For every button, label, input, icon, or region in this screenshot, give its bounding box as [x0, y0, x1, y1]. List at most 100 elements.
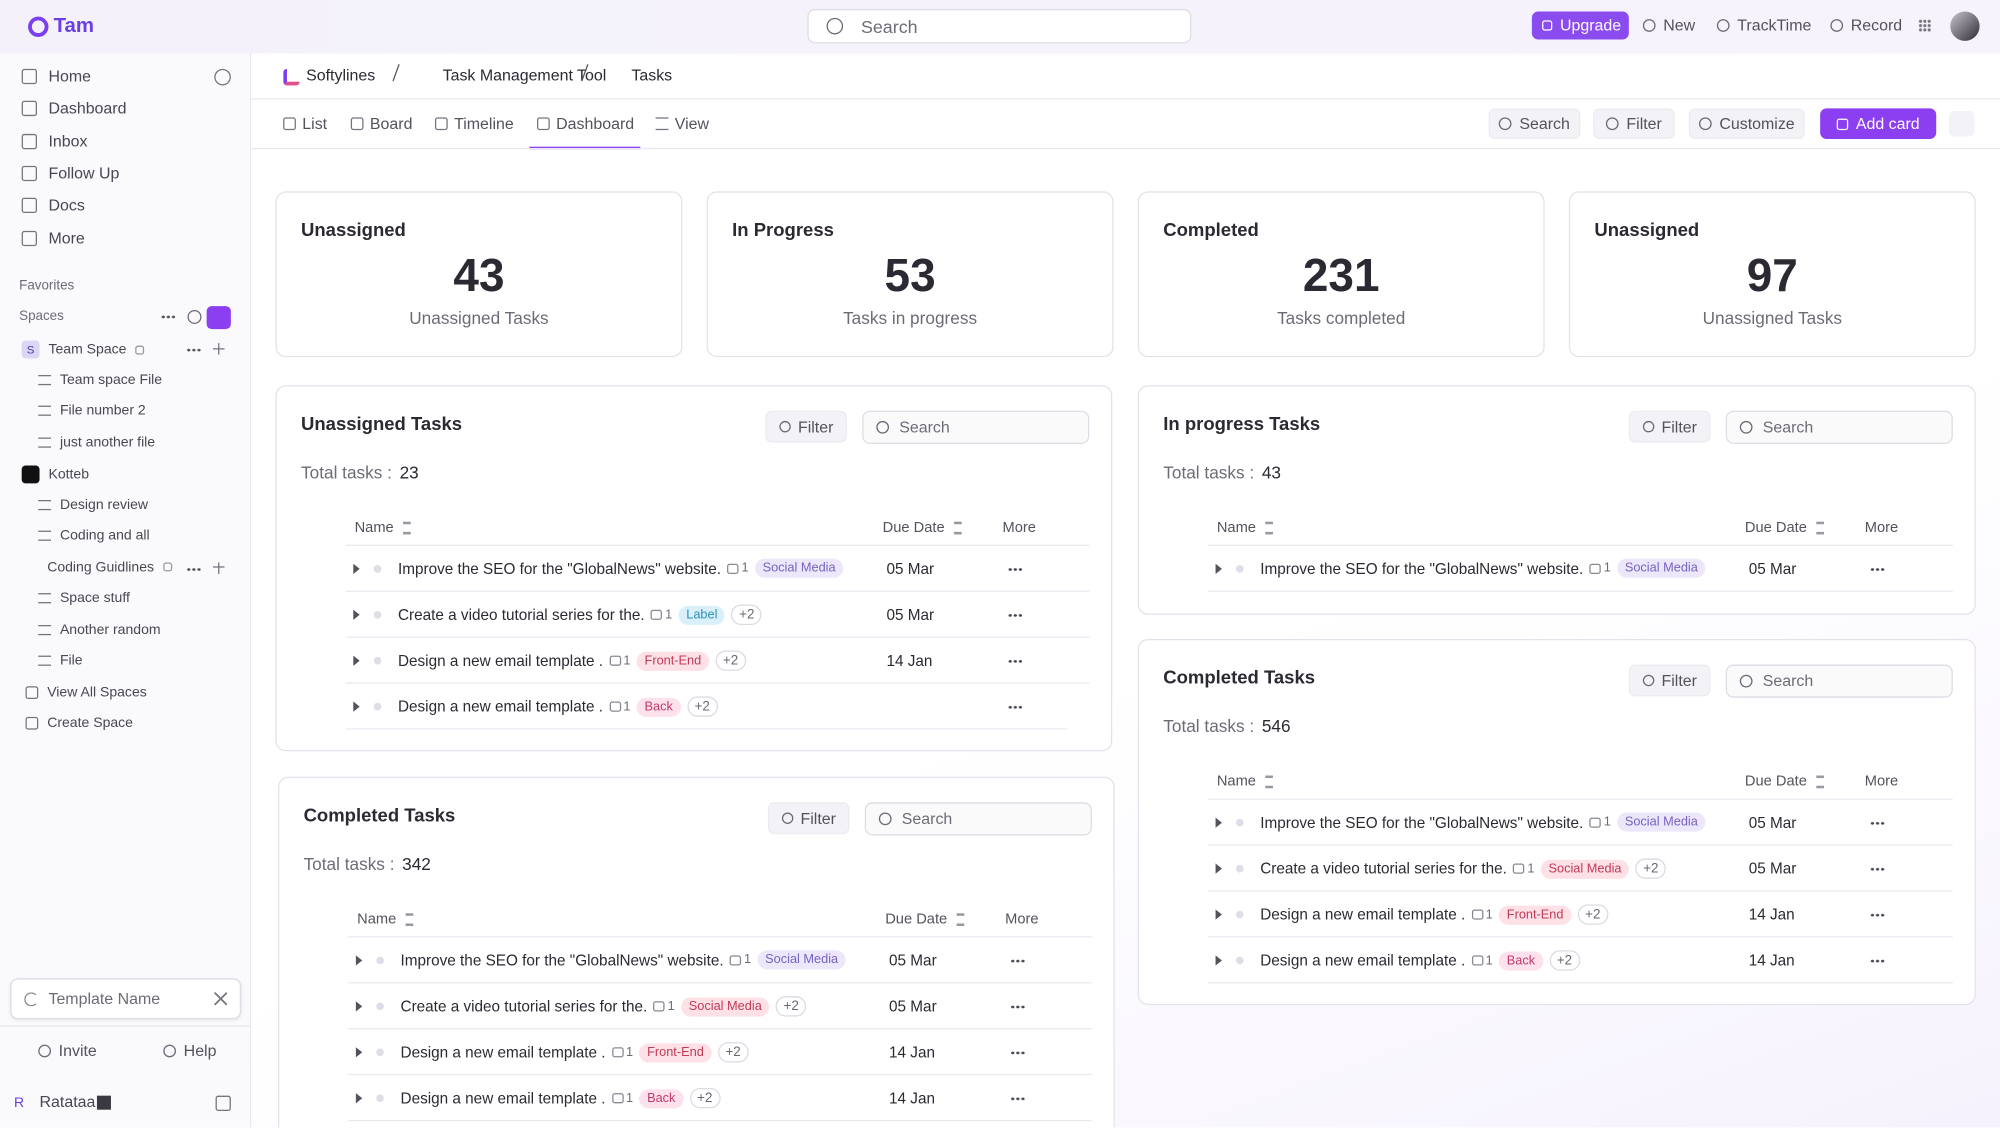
row-more[interactable] — [1869, 567, 1886, 572]
tree-item[interactable]: just another file — [38, 434, 155, 450]
panel-search[interactable]: Search — [1725, 664, 1953, 698]
nav-item[interactable]: Dashboard — [21, 100, 127, 118]
upgrade-button[interactable]: Upgrade — [1531, 11, 1629, 40]
row-more[interactable] — [1007, 659, 1023, 664]
tree-item[interactable]: Coding and all — [38, 528, 150, 543]
template-field[interactable]: Template Name — [10, 978, 242, 1020]
row-more[interactable] — [1010, 1005, 1026, 1009]
task-name[interactable]: Create a video tutorial series for the. 1… — [401, 996, 807, 1017]
tab[interactable]: List — [283, 115, 327, 133]
task-name[interactable]: Create a video tutorial series for the. 1… — [1260, 858, 1667, 879]
tree-item[interactable]: Design review — [38, 497, 148, 512]
panel-search[interactable]: Search — [1725, 410, 1953, 444]
sort-icon[interactable] — [1815, 521, 1824, 535]
tree-item[interactable]: Create Space — [25, 716, 133, 731]
invite-button[interactable]: Invite — [38, 1042, 97, 1060]
add-menu[interactable] — [1948, 110, 1975, 137]
panel-search[interactable]: Search — [862, 410, 1090, 444]
record-button[interactable]: Record — [1830, 17, 1902, 34]
sort-icon[interactable] — [1815, 775, 1824, 789]
spaces-more[interactable] — [160, 315, 177, 319]
task-name[interactable]: Create a video tutorial series for the. 1… — [398, 604, 763, 625]
task-name[interactable]: Design a new email template . 1 Front-End +… — [398, 650, 746, 671]
row-more[interactable] — [1010, 1096, 1026, 1101]
tracktime-button[interactable]: TrackTime — [1716, 17, 1811, 34]
task-name[interactable]: Design a new email template . 1 Front-End +… — [1260, 904, 1609, 925]
tree-item[interactable]: Kotteb — [21, 465, 89, 484]
tree-item[interactable]: View All Spaces — [25, 684, 147, 700]
nav-item[interactable]: Docs — [21, 197, 85, 215]
sort-icon[interactable] — [953, 521, 962, 535]
row-more[interactable] — [1007, 567, 1023, 572]
tab[interactable]: Board — [350, 115, 412, 133]
panel-search[interactable]: Search — [864, 802, 1092, 836]
tree-item[interactable]: File number 2 — [38, 403, 146, 418]
task-name[interactable]: Design a new email template . 1 Back +2 — [401, 1088, 721, 1109]
tab[interactable]: Timeline — [434, 115, 514, 133]
nav-item[interactable]: Home — [21, 68, 91, 85]
sort-icon[interactable] — [405, 913, 413, 927]
tree-more[interactable] — [186, 566, 202, 571]
user[interactable]: Ratataa — [40, 1093, 111, 1111]
row-more[interactable] — [1007, 613, 1023, 618]
edit-icon[interactable] — [215, 1095, 231, 1111]
row-more[interactable] — [1869, 867, 1886, 872]
collapse-button[interactable] — [214, 68, 231, 86]
icon — [1589, 563, 1602, 574]
filter-button[interactable]: Filter — [1628, 664, 1711, 697]
tab[interactable]: Dashboard — [536, 115, 634, 133]
sort-icon[interactable] — [956, 913, 964, 927]
filter-button[interactable]: Filter — [1593, 108, 1675, 140]
row-more[interactable] — [1869, 913, 1886, 918]
add-button[interactable]: Add card — [1820, 108, 1937, 140]
row-more[interactable] — [1869, 821, 1886, 826]
tree-add[interactable] — [213, 343, 225, 355]
nav-item[interactable]: Follow Up — [21, 164, 119, 182]
task-name[interactable]: Improve the SEO for the "GlobalNews" web… — [1260, 812, 1706, 832]
task-name[interactable]: Improve the SEO for the "GlobalNews" web… — [401, 950, 846, 970]
row-more[interactable] — [1010, 1051, 1026, 1055]
tree-item[interactable]: S Team Space — [21, 340, 145, 359]
tree-item[interactable]: Coding Guidlines — [47, 559, 172, 575]
icon — [536, 117, 550, 131]
tree-item[interactable]: File — [38, 653, 83, 669]
breadcrumb-item[interactable]: Task Management Tool — [442, 66, 607, 85]
customize-button[interactable]: Customize — [1688, 108, 1805, 140]
tree-item[interactable]: Space stuff — [38, 591, 130, 606]
icon — [24, 991, 39, 1006]
subtask-count: 1 — [623, 653, 631, 668]
sort-icon[interactable] — [402, 521, 411, 535]
nav-item[interactable]: More — [21, 229, 85, 247]
avatar[interactable] — [1950, 11, 1980, 41]
global-search[interactable]: Search — [807, 8, 1192, 44]
add-space[interactable] — [206, 306, 231, 330]
tag: Social Media — [1617, 558, 1706, 578]
task-name[interactable]: Design a new email template . 1 Back +2 — [398, 696, 718, 717]
row-more[interactable] — [1010, 959, 1026, 964]
sort-icon[interactable] — [1264, 521, 1273, 535]
nav-item[interactable]: Inbox — [21, 132, 87, 150]
breadcrumb-item[interactable]: Tasks — [631, 66, 673, 85]
tree-item[interactable]: Another random — [38, 622, 161, 637]
row-more[interactable] — [1869, 959, 1886, 964]
new-button[interactable]: New — [1642, 17, 1695, 34]
filter-button[interactable]: Filter — [1628, 410, 1711, 443]
task-name[interactable]: Design a new email template . 1 Back +2 — [1260, 950, 1580, 971]
help-button[interactable]: Help — [163, 1042, 216, 1060]
filter-button[interactable]: Filter — [767, 802, 850, 835]
search-button[interactable]: Search — [1488, 108, 1581, 140]
filter-button[interactable]: Filter — [765, 410, 847, 443]
template-close[interactable] — [214, 992, 228, 1006]
task-name[interactable]: Improve the SEO for the "GlobalNews" web… — [398, 558, 844, 578]
tree-label: File — [59, 653, 83, 669]
breadcrumb-item[interactable]: Softylines — [306, 66, 376, 85]
tree-item[interactable]: Team space File — [38, 372, 162, 387]
task-name[interactable]: Design a new email template . 1 Front-End +… — [401, 1042, 749, 1063]
tab[interactable]: View — [655, 115, 709, 133]
sort-icon[interactable] — [1264, 775, 1273, 789]
apps-icon[interactable] — [1918, 19, 1932, 32]
task-name[interactable]: Improve the SEO for the "GlobalNews" web… — [1260, 558, 1706, 578]
row-more[interactable] — [1007, 705, 1023, 710]
tree-more[interactable] — [186, 348, 202, 353]
tree-add[interactable] — [213, 561, 225, 574]
